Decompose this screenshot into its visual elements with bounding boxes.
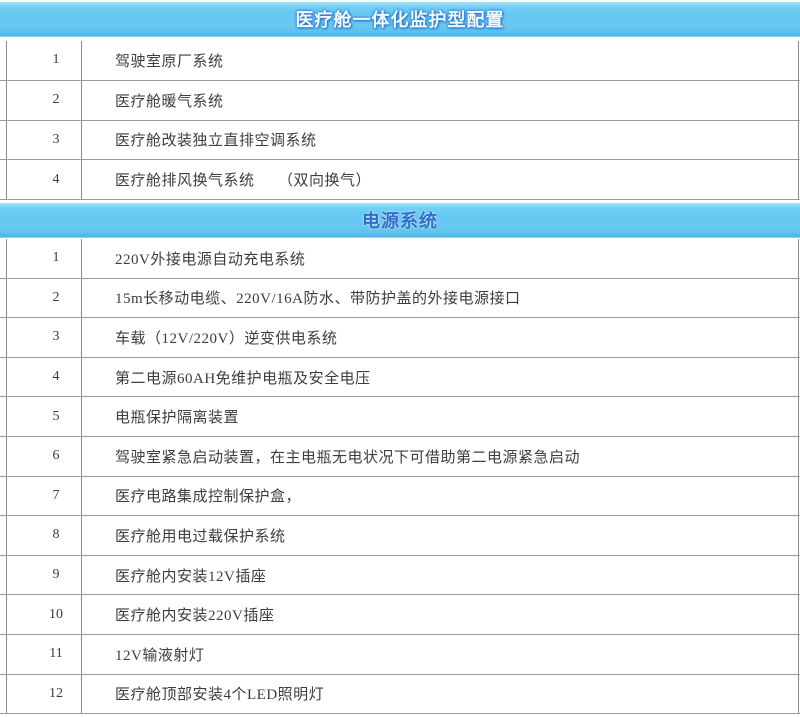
row-number-cell: 3 (6, 120, 82, 160)
table-row: 7 医疗电路集成控制保护盒， (0, 476, 800, 517)
row-number-cell: 2 (6, 278, 82, 318)
row-text-cell: 第二电源60AH免维护电瓶及安全电压 (82, 357, 799, 397)
row-number-cell: 11 (6, 634, 82, 674)
row-text-cell: 电瓶保护隔离装置 (82, 397, 799, 436)
table-row: 9 医疗舱内安装12V插座 (0, 555, 800, 596)
section-header-banner: 医疗舱一体化监护型配置 (0, 2, 800, 37)
row-text-cell: 车载（12V/220V）逆变供电系统 (82, 318, 799, 357)
config-section: 医疗舱一体化监护型配置 1 驾驶室原厂系统 2 医疗舱暖气系统 3 医疗舱改装独… (0, 2, 800, 200)
row-number-cell: 2 (6, 80, 82, 120)
table-row: 11 12V输液射灯 (0, 634, 800, 675)
row-text-cell: 12V输液射灯 (82, 634, 799, 674)
section-title: 电源系统 (362, 211, 438, 231)
row-text-cell: 医疗电路集成控制保护盒， (82, 476, 799, 516)
row-number-cell: 5 (6, 397, 82, 436)
row-number-cell: 12 (6, 674, 82, 714)
row-number-cell: 4 (6, 160, 82, 199)
row-number-cell: 1 (6, 41, 82, 80)
row-text-cell: 医疗舱内安装220V插座 (82, 595, 799, 634)
table-row: 2 15m长移动电缆、220V/16A防水、带防护盖的外接电源接口 (0, 278, 800, 319)
table-row: 10 医疗舱内安装220V插座 (0, 595, 800, 635)
config-section: 电源系统 1 220V外接电源自动充电系统 2 15m长移动电缆、220V/16… (0, 203, 800, 715)
row-text-cell: 驾驶室紧急启动装置，在主电瓶无电状况下可借助第二电源紧急启动 (82, 436, 799, 476)
row-text-cell: 15m长移动电缆、220V/16A防水、带防护盖的外接电源接口 (82, 278, 799, 318)
table-row: 12 医疗舱顶部安装4个LED照明灯 (0, 674, 800, 715)
section-rows: 1 220V外接电源自动充电系统 2 15m长移动电缆、220V/16A防水、带… (0, 239, 800, 715)
section-header-banner: 电源系统 (0, 203, 800, 238)
row-text-cell: 医疗舱排风换气系统 （双向换气） (82, 160, 799, 199)
table-row: 8 医疗舱用电过载保护系统 (0, 516, 800, 556)
row-number-cell: 10 (6, 595, 82, 634)
row-text-cell: 220V外接电源自动充电系统 (82, 239, 799, 278)
row-number-cell: 9 (6, 555, 82, 595)
table-row: 2 医疗舱暖气系统 (0, 80, 800, 121)
row-text-cell: 医疗舱顶部安装4个LED照明灯 (82, 674, 799, 714)
row-number-cell: 8 (6, 516, 82, 555)
row-number-cell: 3 (6, 318, 82, 357)
row-text-cell: 医疗舱内安装12V插座 (82, 555, 799, 595)
row-number-cell: 7 (6, 476, 82, 516)
table-row: 3 医疗舱改装独立直排空调系统 (0, 120, 800, 161)
row-number-cell: 4 (6, 357, 82, 397)
table-row: 4 医疗舱排风换气系统 （双向换气） (0, 160, 800, 200)
row-text-cell: 驾驶室原厂系统 (82, 41, 799, 80)
row-number-cell: 6 (6, 436, 82, 476)
row-number-cell: 1 (6, 239, 82, 278)
table-row: 3 车载（12V/220V）逆变供电系统 (0, 318, 800, 358)
row-text-cell: 医疗舱改装独立直排空调系统 (82, 120, 799, 160)
row-text-cell: 医疗舱用电过载保护系统 (82, 516, 799, 555)
table-row: 1 驾驶室原厂系统 (0, 41, 800, 81)
row-text-cell: 医疗舱暖气系统 (82, 80, 799, 120)
table-row: 6 驾驶室紧急启动装置，在主电瓶无电状况下可借助第二电源紧急启动 (0, 436, 800, 477)
table-row: 1 220V外接电源自动充电系统 (0, 239, 800, 279)
section-title: 医疗舱一体化监护型配置 (295, 10, 505, 30)
section-rows: 1 驾驶室原厂系统 2 医疗舱暖气系统 3 医疗舱改装独立直排空调系统 4 医疗… (0, 41, 800, 200)
table-row: 4 第二电源60AH免维护电瓶及安全电压 (0, 357, 800, 398)
table-row: 5 电瓶保护隔离装置 (0, 397, 800, 437)
